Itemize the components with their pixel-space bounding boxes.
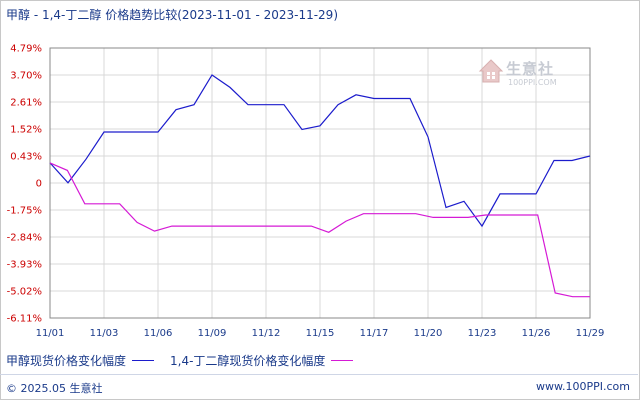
- x-tick-label: 11/12: [252, 328, 281, 339]
- x-tick-label: 11/26: [522, 328, 551, 339]
- title-date-range: (2023-11-01 - 2023-11-29): [177, 8, 339, 22]
- series-line-bdo: [49, 162, 590, 298]
- series-layer: [49, 74, 591, 298]
- y-tick-label: 3.70%: [10, 71, 42, 82]
- title-text: 甲醇 - 1,4-丁二醇 价格趋势比较: [6, 8, 178, 22]
- y-tick-label: -3.93%: [7, 260, 42, 271]
- y-tick-label: -5.02%: [7, 287, 42, 298]
- tick-layer: 4.79% 3.70% 2.61% 1.52% 0.43% 0 -1.75% -2.84% -3…: [7, 44, 605, 340]
- legend-swatch-methanol: [132, 360, 155, 361]
- legend-label-methanol: 甲醇现货价格变化幅度: [6, 354, 127, 368]
- legend-item-methanol: 甲醇现货价格变化幅度: [6, 352, 155, 369]
- x-tick-label: 11/15: [306, 328, 335, 339]
- legend-label-bdo: 1,4-丁二醇现货价格变化幅度: [170, 354, 326, 368]
- footer: © 2025.05 生意社 www.100PPI.com: [6, 380, 630, 396]
- y-tick-label: 4.79%: [10, 44, 42, 55]
- x-tick-label: 11/09: [198, 328, 227, 339]
- y-tick-label: -2.84%: [7, 233, 42, 244]
- footer-site-link[interactable]: www.100PPI.com: [536, 380, 630, 393]
- y-tick-label: 1.52%: [10, 125, 42, 136]
- x-tick-label: 11/06: [144, 328, 173, 339]
- footer-divider: [0, 374, 638, 375]
- house-logo-icon: [478, 59, 504, 83]
- x-tick-label: 11/23: [468, 328, 497, 339]
- x-tick-label: 11/03: [90, 328, 119, 339]
- y-tick-label: 0: [36, 179, 42, 190]
- plot-border: [49, 47, 591, 319]
- watermark-url: 100PPI.COM: [508, 78, 557, 87]
- chart-legend: 甲醇现货价格变化幅度 1,4-丁二醇现货价格变化幅度: [6, 352, 369, 369]
- chart-title: 甲醇 - 1,4-丁二醇 价格趋势比较(2023-11-01 - 2023-11…: [6, 6, 338, 23]
- x-tick-label: 11/20: [414, 328, 443, 339]
- x-tick-label: 11/29: [576, 328, 605, 339]
- footer-copyright: © 2025.05 生意社: [6, 382, 103, 395]
- y-tick-label: -6.11%: [7, 314, 42, 325]
- x-tick-label: 11/01: [36, 328, 65, 339]
- legend-item-bdo: 1,4-丁二醇现货价格变化幅度: [170, 352, 354, 369]
- y-tick-label: 0.43%: [10, 152, 42, 163]
- x-tick-label: 11/17: [360, 328, 389, 339]
- axis-layer: [49, 47, 591, 319]
- y-tick-label: 2.61%: [10, 98, 42, 109]
- y-tick-label: -1.75%: [7, 206, 42, 217]
- watermark-logo: 生意社 100PPI.COM: [478, 56, 578, 92]
- watermark-brand: 生意社: [506, 60, 555, 78]
- series-line-methanol: [49, 74, 591, 228]
- legend-swatch-bdo: [331, 360, 354, 361]
